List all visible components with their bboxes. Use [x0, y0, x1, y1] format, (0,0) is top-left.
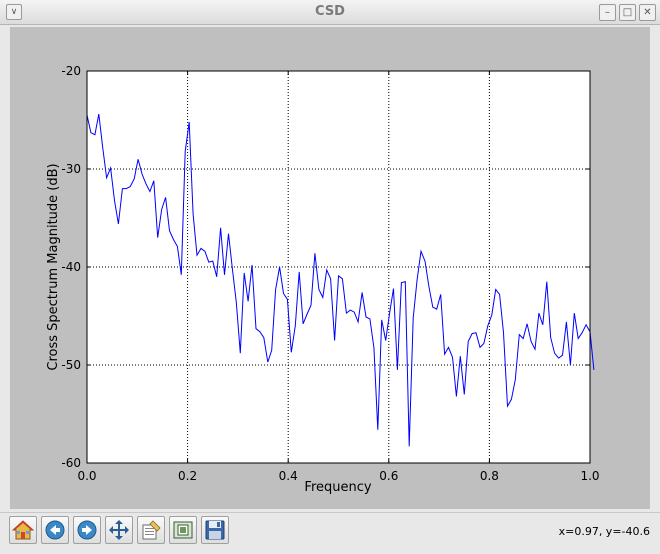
- window-menu-button[interactable]: ∨: [6, 4, 22, 20]
- x-tick-label: 0.4: [279, 469, 298, 483]
- back-arrow-icon: [45, 520, 65, 540]
- back-button[interactable]: [41, 516, 69, 544]
- subplots-config-icon: [142, 520, 161, 540]
- move-arrows-icon: [109, 520, 129, 540]
- y-axis-label: Cross Spectrum Magnitude (dB): [46, 163, 61, 370]
- title-bar[interactable]: ∨ CSD – □ ✕: [0, 0, 660, 25]
- plot-svg: 0.0 0.2 0.4 0.6 0.8 1.0 -20 -30 -40 -50 -60 Frequ…: [46, 64, 600, 495]
- subplots-button[interactable]: [137, 516, 165, 544]
- window-title: CSD: [315, 4, 345, 19]
- x-tick-label: 0.2: [178, 469, 197, 483]
- close-button[interactable]: ✕: [639, 4, 656, 21]
- floppy-disk-icon: [205, 520, 225, 540]
- home-icon: [12, 520, 34, 540]
- minimize-icon: –: [605, 7, 610, 18]
- x-axis-label: Frequency: [304, 480, 371, 495]
- zoom-button[interactable]: [169, 516, 197, 544]
- series-line-csd: [86, 114, 595, 447]
- maximize-icon: □: [622, 7, 633, 18]
- minimize-button[interactable]: –: [599, 4, 616, 21]
- x-tick-label: 0.6: [379, 469, 398, 483]
- y-tick-label: -20: [61, 64, 81, 78]
- x-tick-label: 0.8: [480, 469, 499, 483]
- y-tick-label: -60: [61, 456, 81, 470]
- navigation-toolbar: x=0.97, y=-40.6: [0, 512, 660, 554]
- y-tick-label: -50: [61, 358, 81, 372]
- figure-canvas[interactable]: 0.0 0.2 0.4 0.6 0.8 1.0 -20 -30 -40 -50 -60 Frequ…: [10, 27, 650, 509]
- tick-marks: [86, 70, 591, 464]
- save-button[interactable]: [201, 516, 229, 544]
- y-tick-label: -30: [61, 162, 81, 176]
- forward-button[interactable]: [73, 516, 101, 544]
- home-button[interactable]: [9, 516, 37, 544]
- y-tick-labels: -20 -30 -40 -50 -60: [61, 64, 81, 470]
- forward-arrow-icon: [77, 520, 97, 540]
- x-tick-labels: 0.0 0.2 0.4 0.6 0.8 1.0: [77, 469, 599, 483]
- y-tick-label: -40: [61, 260, 81, 274]
- pan-button[interactable]: [105, 516, 133, 544]
- close-icon: ✕: [643, 7, 652, 18]
- x-tick-label: 0.0: [77, 469, 96, 483]
- axes-background: [87, 71, 590, 463]
- maximize-button[interactable]: □: [619, 4, 636, 21]
- cursor-coordinates: x=0.97, y=-40.6: [558, 525, 650, 538]
- x-tick-label: 1.0: [580, 469, 599, 483]
- chevron-down-icon: ∨: [10, 7, 18, 17]
- zoom-to-rect-icon: [173, 521, 193, 539]
